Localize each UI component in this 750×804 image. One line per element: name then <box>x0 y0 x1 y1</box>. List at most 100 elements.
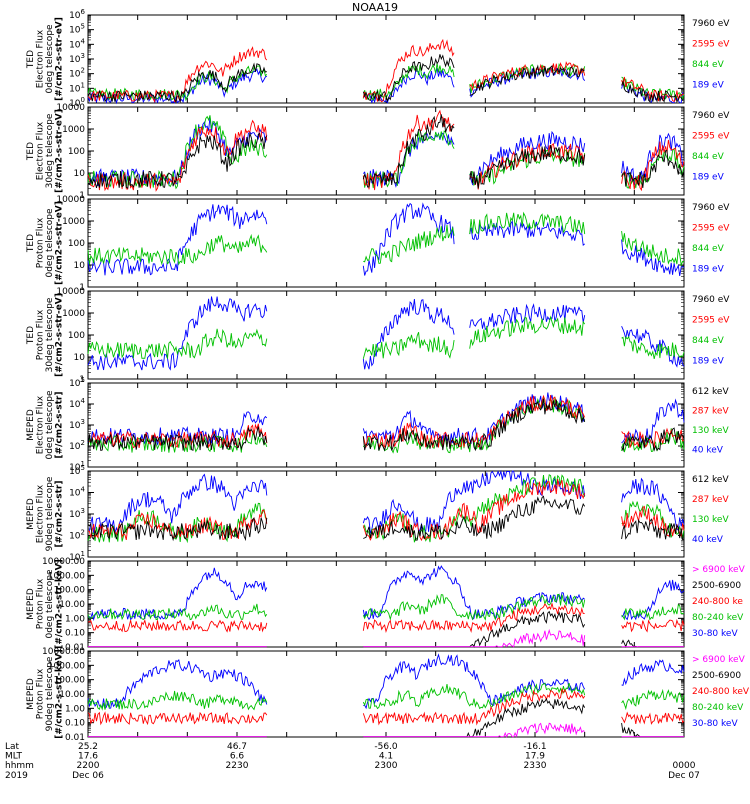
legend-entry: 844 eV <box>692 336 725 346</box>
series-line <box>88 628 684 648</box>
legend-entry: 2595 eV <box>692 224 730 234</box>
series-line <box>87 211 685 267</box>
legend-entry: 7960 eV <box>692 111 730 121</box>
y-tick-label: 105 <box>69 464 85 477</box>
y-tick-label: 106 <box>69 8 85 21</box>
legend-entry: 2500-6900 <box>692 581 741 591</box>
legend-entry: > 6900 keV <box>692 565 746 575</box>
legend-entry: 30-80 keV <box>692 719 738 729</box>
footer-tick-label: -56.0 <box>374 742 398 752</box>
legend-entry: 287 keV <box>692 495 729 505</box>
y-tick-label: 10 <box>74 353 86 363</box>
y-tick-label: 1000.00 <box>48 661 85 671</box>
y-tick-label: 1000 <box>62 217 85 227</box>
y-tick-label: 1.00 <box>65 614 85 624</box>
legend-entry: 80-240 keV <box>692 613 744 623</box>
legend-entry: 40 keV <box>692 535 724 545</box>
legend-entry: 2595 eV <box>692 40 730 50</box>
legend-entry: 40 keV <box>692 446 724 456</box>
footer-row-label: hhmm <box>5 761 34 771</box>
footer-tick-label: 0000 <box>673 761 696 771</box>
legend-entry: 612 keV <box>692 387 729 397</box>
y-axis-label: TEDElectron Flux30deg telescope[#/cm2-s-… <box>26 109 65 193</box>
y-tick-label: 102 <box>69 529 85 542</box>
series-line <box>87 62 685 102</box>
legend-entry: 80-240 keV <box>692 703 744 713</box>
legend-entry: 240-800 ke <box>692 597 743 607</box>
y-tick-label: 1.00 <box>65 704 85 714</box>
y-tick-label: 1 <box>79 191 85 201</box>
y-tick-label: 1000.00 <box>48 571 85 581</box>
footer-tick-label: 25.2 <box>78 742 98 752</box>
y-axis-label: TEDProton Flux0deg telescope[#/cm2-s-str… <box>26 201 65 285</box>
panel-6: 101 102 103 104 105 MEPEDElectron Flux90deg t… <box>26 464 730 563</box>
footer-tick-label: -16.1 <box>523 742 546 752</box>
legend-entry: 844 eV <box>692 152 725 162</box>
series-line <box>87 54 685 104</box>
footer-row-label: Lat <box>5 742 20 752</box>
series-line <box>87 495 685 542</box>
footer-row-label: 2019 <box>5 771 28 781</box>
footer-tick-label: 2200 <box>77 761 100 771</box>
legend-entry: 189 eV <box>692 173 725 183</box>
series-line <box>87 479 685 542</box>
footer-tick-label: 2300 <box>375 761 398 771</box>
y-tick-label: 105 <box>69 23 85 36</box>
y-tick-label: 101 <box>69 550 85 563</box>
panel-frame <box>87 198 685 288</box>
y-tick-label: 104 <box>69 486 85 499</box>
series-line <box>87 682 685 711</box>
y-tick-label: 103 <box>69 52 85 65</box>
y-tick-label: 10 <box>74 261 86 271</box>
series-line <box>87 565 685 622</box>
legend-entry: > 6900 keV <box>692 655 746 665</box>
y-tick-label: 100 <box>69 96 85 109</box>
y-tick-label: 104 <box>69 397 85 410</box>
series-line <box>87 202 685 276</box>
legend-entry: 130 keV <box>692 426 729 436</box>
legend-entry: 189 eV <box>692 265 725 275</box>
panel-frame <box>87 560 685 648</box>
y-tick-label: 100 <box>68 239 85 249</box>
y-axis-label: MEPEDProton Flux0deg telescope[#/cm2-s-s… <box>26 559 65 649</box>
panel-frame <box>87 290 685 380</box>
series-line <box>87 594 685 621</box>
footer-tick-label: 2230 <box>226 761 249 771</box>
legend-entry: 189 eV <box>692 357 725 367</box>
legend-entry: 2595 eV <box>692 316 730 326</box>
panel-7: 0.01 0.10 1.00 10.00 100.00 1000.00 10000.00ME… <box>26 557 746 653</box>
legend-entry: 287 keV <box>692 407 729 417</box>
series-line <box>87 66 685 105</box>
footer-tick-label: 4.1 <box>379 752 393 762</box>
y-tick-label: 10.00 <box>59 600 85 610</box>
series-line <box>87 114 685 189</box>
legend-entry: 2500-6900 <box>692 671 741 681</box>
y-axis-label: TEDElectron Flux0deg telescope[#/cm2-s-s… <box>26 17 65 101</box>
y-tick-label: 10000.00 <box>42 647 85 657</box>
y-tick-label: 101 <box>69 460 85 473</box>
footer-tick-label: 17.9 <box>525 752 545 762</box>
y-tick-label: 102 <box>69 67 85 80</box>
series-line <box>87 115 685 190</box>
footer-row-label: MLT <box>5 752 23 762</box>
footer-tick-label: 46.7 <box>227 742 247 752</box>
chart-title: NOAA19 <box>352 1 398 14</box>
legend-entry: 844 eV <box>692 60 725 70</box>
footer-tick-label: 2330 <box>524 761 547 771</box>
y-tick-label: 102 <box>69 439 85 452</box>
footer-tick-label: Dec 07 <box>668 771 700 781</box>
y-axis-label: MEPEDProton Flux90deg telescope[#/cm2-s-… <box>26 649 65 739</box>
y-tick-label: 0.01 <box>65 643 85 653</box>
legend-entry: 612 keV <box>692 475 729 485</box>
y-axis-label: MEPEDElectron Flux90deg telescope[#/cm2-… <box>26 476 65 551</box>
y-tick-label: 1000 <box>62 125 85 135</box>
y-tick-label: 10.00 <box>59 690 85 700</box>
y-tick-label: 10 <box>74 169 86 179</box>
series-line <box>88 610 684 649</box>
y-tick-label: 103 <box>69 507 85 520</box>
